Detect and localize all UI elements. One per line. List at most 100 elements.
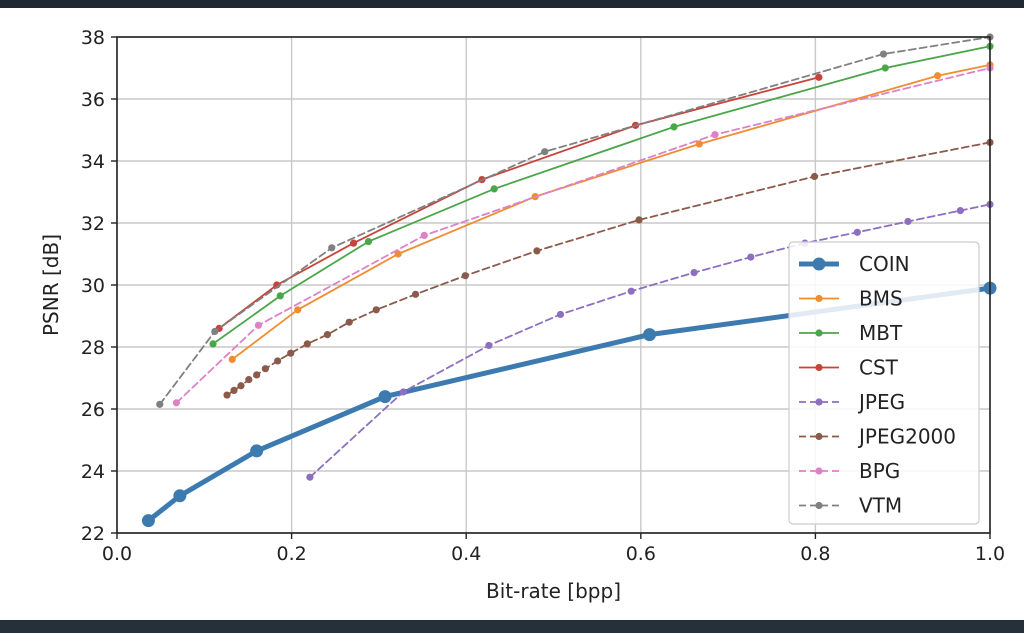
- data-point-vtm: [156, 400, 164, 408]
- data-point-jpeg: [904, 217, 912, 226]
- data-point-mbt: [881, 64, 889, 72]
- data-point-jpeg2000: [323, 331, 331, 339]
- legend-item-mbt: MBT: [799, 321, 903, 345]
- data-point-vtm: [541, 148, 549, 156]
- data-point-jpeg2000: [223, 391, 231, 399]
- y-tick-label: 28: [81, 337, 105, 359]
- series-coin: [141, 281, 997, 528]
- series-line-coin: [145, 285, 993, 524]
- y-tick-label: 36: [81, 89, 105, 111]
- data-point-jpeg: [399, 388, 407, 396]
- y-tick-label: 22: [81, 523, 105, 545]
- data-point-jpeg2000: [230, 386, 238, 394]
- legend-swatch-marker: [815, 432, 823, 441]
- x-tick-label: 0.0: [102, 543, 132, 565]
- data-point-jpeg: [485, 341, 493, 350]
- series-jpeg2000: [223, 138, 994, 399]
- legend-label: BMS: [859, 287, 903, 311]
- x-tick-label: 0.4: [451, 543, 481, 565]
- data-point-jpeg2000: [461, 272, 469, 280]
- ticks: 0.0 0.2 0.4 0.6 0.8 1.0 22 24 26 28 30 32 34 36 38: [81, 27, 1005, 565]
- series-line-vtm: [158, 36, 991, 406]
- data-point-jpeg2000: [303, 340, 311, 348]
- data-point-mbt: [364, 238, 373, 246]
- data-point-cst: [815, 73, 823, 81]
- legend-swatch-marker: [812, 257, 826, 271]
- data-point-coin: [250, 444, 264, 458]
- data-point-jpeg: [956, 207, 964, 215]
- data-point-mbt: [670, 123, 678, 131]
- x-tick-label: 0.2: [276, 543, 306, 565]
- legend-item-coin: COIN: [799, 252, 910, 276]
- y-tick-label: 30: [81, 275, 105, 297]
- data-point-bms: [294, 306, 302, 314]
- data-point-mbt: [490, 185, 498, 193]
- legend-box: [788, 241, 980, 525]
- data-point-jpeg: [627, 287, 635, 295]
- data-point-jpeg2000: [274, 357, 282, 365]
- y-tick-label: 26: [81, 399, 105, 421]
- legend-swatch-marker: [815, 467, 823, 475]
- data-point-coin: [378, 390, 392, 404]
- data-point-mbt: [209, 340, 217, 348]
- top-dark-bar: [0, 0, 1024, 8]
- series-line-jpeg: [308, 203, 991, 479]
- y-tick-label: 32: [81, 213, 105, 235]
- legend-label: MBT: [859, 321, 903, 345]
- series-mbt: [209, 42, 994, 348]
- data-point-jpeg2000: [533, 247, 541, 255]
- data-point-bpg: [711, 131, 719, 139]
- data-point-vtm: [879, 50, 888, 58]
- legend-swatch-marker: [815, 329, 823, 337]
- data-point-vtm: [328, 244, 336, 252]
- legend: COIN BMS MBT CST JPEG JPEG2000 BPG VTM: [788, 241, 980, 525]
- legend-item-vtm: VTM: [799, 494, 902, 518]
- data-point-bpg: [420, 231, 428, 239]
- data-point-bpg: [172, 399, 180, 407]
- data-point-cst: [349, 239, 358, 247]
- legend-label: VTM: [859, 494, 902, 518]
- legend-label: JPEG2000: [857, 425, 956, 449]
- legend-item-cst: CST: [799, 356, 899, 380]
- y-tick-label: 38: [81, 27, 105, 49]
- data-point-bms: [695, 140, 703, 148]
- legend-label: BPG: [859, 459, 900, 483]
- legend-swatch-marker: [815, 501, 823, 510]
- data-point-bms: [394, 250, 402, 258]
- data-point-jpeg2000: [253, 371, 261, 379]
- data-point-jpeg2000: [287, 349, 295, 357]
- y-tick-label: 24: [81, 461, 105, 483]
- data-point-mbt: [276, 292, 284, 300]
- data-point-jpeg: [690, 269, 698, 277]
- legend-label: COIN: [859, 252, 910, 276]
- series-bpg: [172, 64, 994, 407]
- y-tick-label: 34: [81, 151, 105, 173]
- data-point-coin: [173, 489, 187, 503]
- legend-item-bms: BMS: [799, 287, 903, 311]
- data-point-jpeg: [556, 310, 565, 319]
- data-point-jpeg2000: [372, 306, 380, 314]
- data-point-coin: [643, 328, 657, 342]
- legend-item-jpeg2000: JPEG2000: [799, 425, 956, 449]
- data-point-jpeg2000: [345, 318, 353, 326]
- y-axis-label: PSNR [dB]: [39, 234, 63, 336]
- data-point-bpg: [254, 321, 263, 329]
- x-tick-label: 0.8: [800, 543, 830, 565]
- x-tick-label: 1.0: [975, 543, 1005, 565]
- legend-label: CST: [859, 356, 899, 380]
- legend-swatch-marker: [815, 363, 823, 372]
- legend-item-bpg: BPG: [799, 459, 900, 483]
- legend-item-jpeg: JPEG: [799, 390, 905, 414]
- legend-label: JPEG: [857, 390, 905, 414]
- data-point-jpeg: [306, 473, 314, 481]
- legend-swatch-marker: [815, 398, 823, 406]
- x-axis-label: Bit-rate [bpp]: [486, 579, 621, 603]
- data-point-jpeg2000: [635, 216, 643, 224]
- series-layer: [141, 33, 997, 528]
- data-point-bms: [228, 355, 236, 363]
- data-point-jpeg2000: [261, 365, 270, 373]
- data-point-jpeg2000: [245, 375, 253, 384]
- data-point-jpeg2000: [411, 290, 420, 298]
- legend-swatch-marker: [815, 294, 823, 303]
